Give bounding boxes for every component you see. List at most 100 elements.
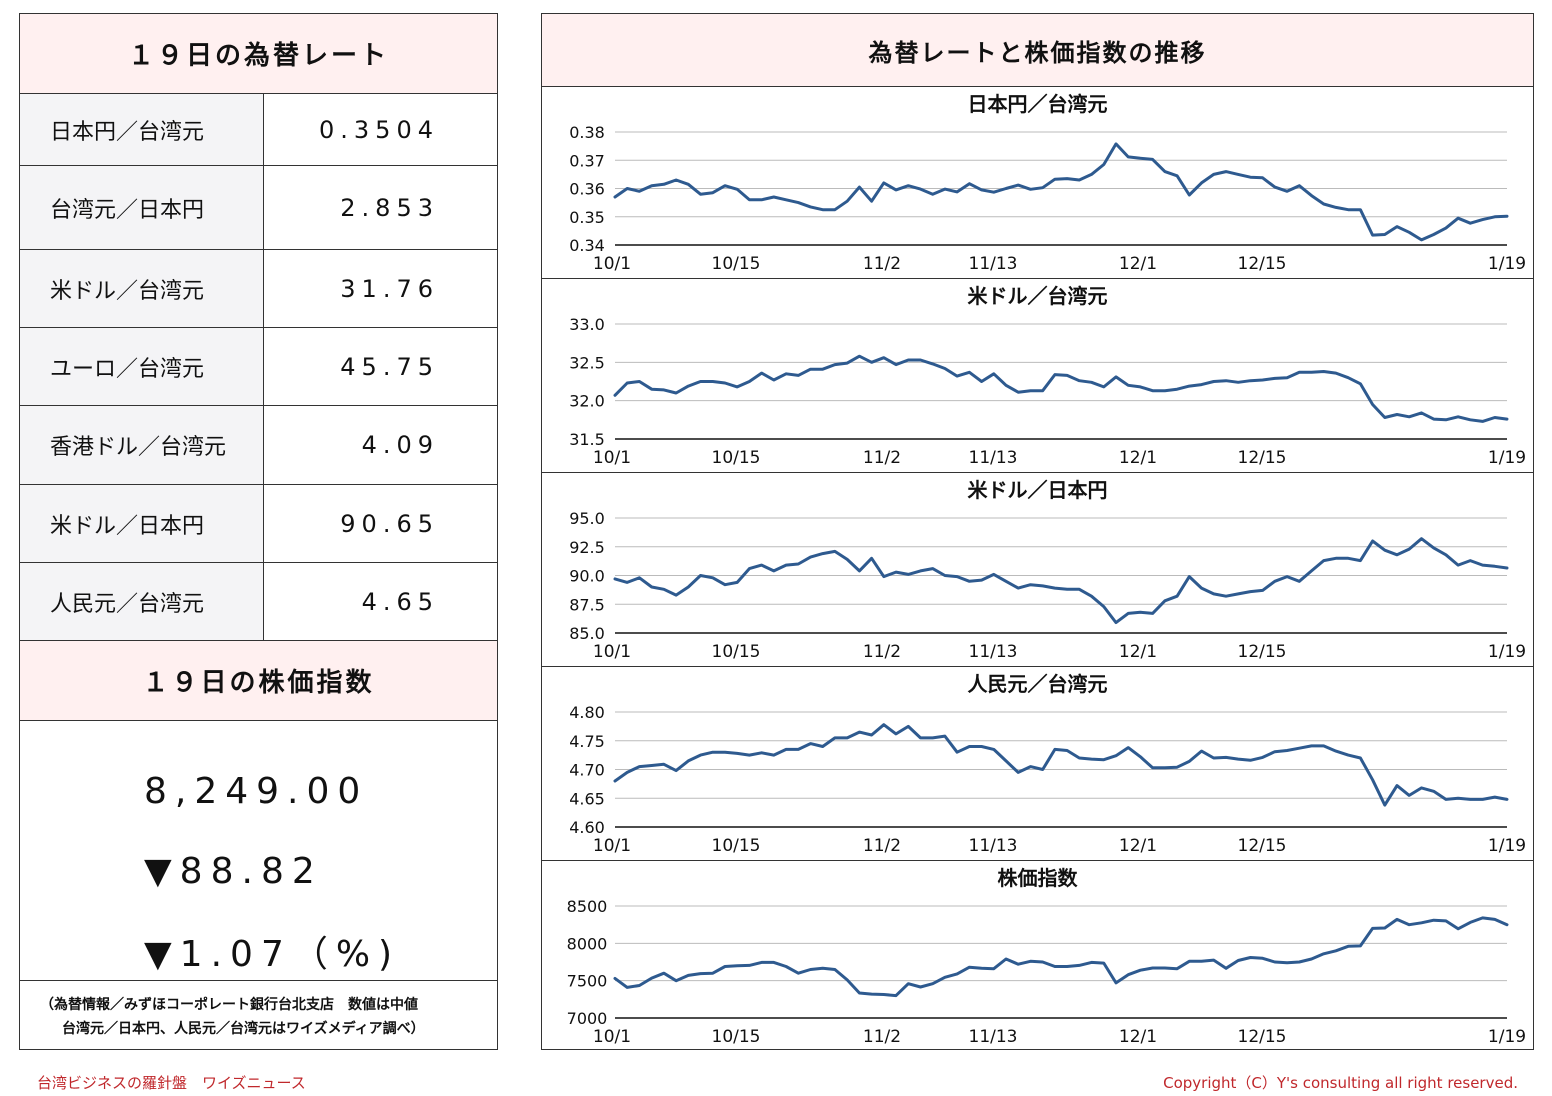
y-tick-label: 8500 <box>567 897 608 916</box>
x-tick-label: 11/13 <box>969 448 1018 468</box>
charts-title: 為替レートと株価指数の推移 <box>542 14 1533 87</box>
x-tick-label: 12/1 <box>1119 1027 1157 1047</box>
stock-change: ▼88.82 <box>144 850 323 892</box>
rate-row: 台湾元／日本円 2.853 <box>20 166 497 250</box>
y-tick-label: 31.5 <box>569 430 605 449</box>
chart-title: 株価指数 <box>998 866 1079 890</box>
y-tick-label: 0.38 <box>569 123 605 142</box>
y-tick-label: 0.36 <box>569 180 605 199</box>
y-tick-label: 7000 <box>567 1009 608 1028</box>
chart-title: 日本円／台湾元 <box>968 92 1108 116</box>
rate-name: 米ドル／日本円 <box>20 485 264 562</box>
rate-name: 米ドル／台湾元 <box>20 250 264 327</box>
x-tick-label: 10/1 <box>593 1027 631 1047</box>
x-tick-label: 10/1 <box>593 448 631 468</box>
x-tick-label: 1/19 <box>1488 642 1526 662</box>
rates-title: １９日の為替レート <box>20 14 497 94</box>
y-tick-label: 87.5 <box>569 595 605 614</box>
footer-right: Copyright（C）Y's consulting all right res… <box>1163 1074 1518 1092</box>
y-tick-label: 0.35 <box>569 208 605 227</box>
y-tick-label: 7500 <box>567 972 608 991</box>
x-tick-label: 12/15 <box>1238 254 1287 274</box>
x-tick-label: 12/1 <box>1119 254 1157 274</box>
x-tick-label: 11/2 <box>863 448 901 468</box>
chart-2: 米ドル／日本円 95.0 92.5 90.0 87.5 85.0 10/1 10/15 11/2… <box>542 473 1533 667</box>
stock-values: 8,249.00 ▼88.82 ▼1.07（%) <box>20 721 497 981</box>
source-note-line2: 台湾元／日本円、人民元／台湾元はワイズメディア調べ） <box>62 1021 425 1037</box>
rate-row: 米ドル／日本円 90.65 <box>20 485 497 563</box>
chart-3: 人民元／台湾元 4.80 4.75 4.70 4.65 4.60 10/1 10/15 11/2… <box>542 667 1533 861</box>
y-tick-label: 95.0 <box>569 509 605 528</box>
chart-title: 米ドル／日本円 <box>968 478 1108 502</box>
x-tick-label: 12/15 <box>1238 448 1287 468</box>
footer-left: 台湾ビジネスの羅針盤 ワイズニュース <box>37 1074 306 1092</box>
y-tick-label: 92.5 <box>569 538 605 557</box>
x-tick-label: 12/1 <box>1119 448 1157 468</box>
stock-title: １９日の株価指数 <box>20 641 497 721</box>
x-tick-label: 12/1 <box>1119 836 1157 856</box>
x-tick-label: 11/13 <box>969 642 1018 662</box>
x-tick-label: 11/13 <box>969 1027 1018 1047</box>
source-note: （為替情報／みずほコーポレート銀行台北支店 数値は中値 台湾元／日本円、人民元／… <box>20 981 497 1041</box>
rate-row: 香港ドル／台湾元 4.09 <box>20 406 497 485</box>
y-tick-label: 4.65 <box>569 789 605 808</box>
y-tick-label: 0.37 <box>569 151 605 170</box>
chart-list: 日本円／台湾元 0.38 0.37 0.36 0.35 0.34 10/1 10/15 11/2… <box>542 87 1533 1052</box>
rate-row: 米ドル／台湾元 31.76 <box>20 250 497 328</box>
chart-svg: 米ドル／日本円 95.0 92.5 90.0 87.5 85.010/1 10/15 11/2… <box>569 478 1526 662</box>
stock-index-value: 8,249.00 <box>144 770 369 812</box>
stock-change-pct: ▼1.07（%) <box>144 934 401 975</box>
x-tick-label: 10/1 <box>593 642 631 662</box>
y-tick-label: 4.70 <box>569 761 605 780</box>
series-line <box>613 723 1509 807</box>
chart-4: 株価指数 8500 8000 7500 7000 10/1 10/15 11/2 11/13 12… <box>542 861 1533 1052</box>
y-tick-label: 4.60 <box>569 818 605 837</box>
rate-name: 香港ドル／台湾元 <box>20 406 264 484</box>
series-line <box>613 354 1509 423</box>
x-tick-label: 11/2 <box>863 1027 901 1047</box>
x-tick-label: 10/15 <box>712 1027 761 1047</box>
y-tick-label: 85.0 <box>569 624 605 643</box>
rate-row: 人民元／台湾元 4.65 <box>20 563 497 641</box>
rate-value: 90.65 <box>340 509 439 538</box>
x-tick-label: 10/15 <box>712 836 761 856</box>
rates-panel: １９日の為替レート 日本円／台湾元 0.3504 台湾元／日本円 2.853 米ドル／台… <box>19 13 498 1050</box>
x-tick-label: 11/2 <box>863 642 901 662</box>
y-tick-label: 4.80 <box>569 703 605 722</box>
chart-0: 日本円／台湾元 0.38 0.37 0.36 0.35 0.34 10/1 10/15 11/2… <box>542 87 1533 279</box>
x-tick-label: 12/15 <box>1238 1027 1287 1047</box>
x-tick-label: 12/15 <box>1238 836 1287 856</box>
rate-name: 台湾元／日本円 <box>20 166 264 249</box>
rate-row: 日本円／台湾元 0.3504 <box>20 94 497 166</box>
source-note-line1: （為替情報／みずほコーポレート銀行台北支店 数値は中値 <box>40 997 418 1013</box>
x-tick-label: 11/13 <box>969 836 1018 856</box>
rate-row: ユーロ／台湾元 45.75 <box>20 328 497 406</box>
x-tick-label: 10/1 <box>593 254 631 274</box>
rate-value: 2.853 <box>340 193 439 222</box>
x-tick-label: 12/1 <box>1119 642 1157 662</box>
rate-name: ユーロ／台湾元 <box>20 328 264 405</box>
y-tick-label: 33.0 <box>569 315 605 334</box>
x-tick-label: 10/15 <box>712 448 761 468</box>
y-tick-label: 4.75 <box>569 732 605 751</box>
chart-svg: 米ドル／台湾元 33.0 32.5 32.0 31.510/1 10/15 11/2 11/1… <box>569 284 1526 468</box>
rate-value: 31.76 <box>340 274 439 303</box>
chart-1: 米ドル／台湾元 33.0 32.5 32.0 31.5 10/1 10/15 11/2 11/1… <box>542 279 1533 473</box>
x-tick-label: 10/15 <box>712 254 761 274</box>
y-tick-label: 32.0 <box>569 392 605 411</box>
x-tick-label: 1/19 <box>1488 254 1526 274</box>
rate-value: 4.65 <box>361 587 439 616</box>
y-tick-label: 8000 <box>567 934 608 953</box>
chart-title: 米ドル／台湾元 <box>968 284 1108 308</box>
series-line <box>613 142 1509 242</box>
x-tick-label: 12/15 <box>1238 642 1287 662</box>
rate-value: 4.09 <box>361 431 439 459</box>
y-tick-label: 0.34 <box>569 236 605 255</box>
y-tick-label: 90.0 <box>569 567 605 586</box>
x-tick-label: 11/2 <box>863 254 901 274</box>
x-tick-label: 1/19 <box>1488 836 1526 856</box>
y-tick-label: 32.5 <box>569 353 605 372</box>
